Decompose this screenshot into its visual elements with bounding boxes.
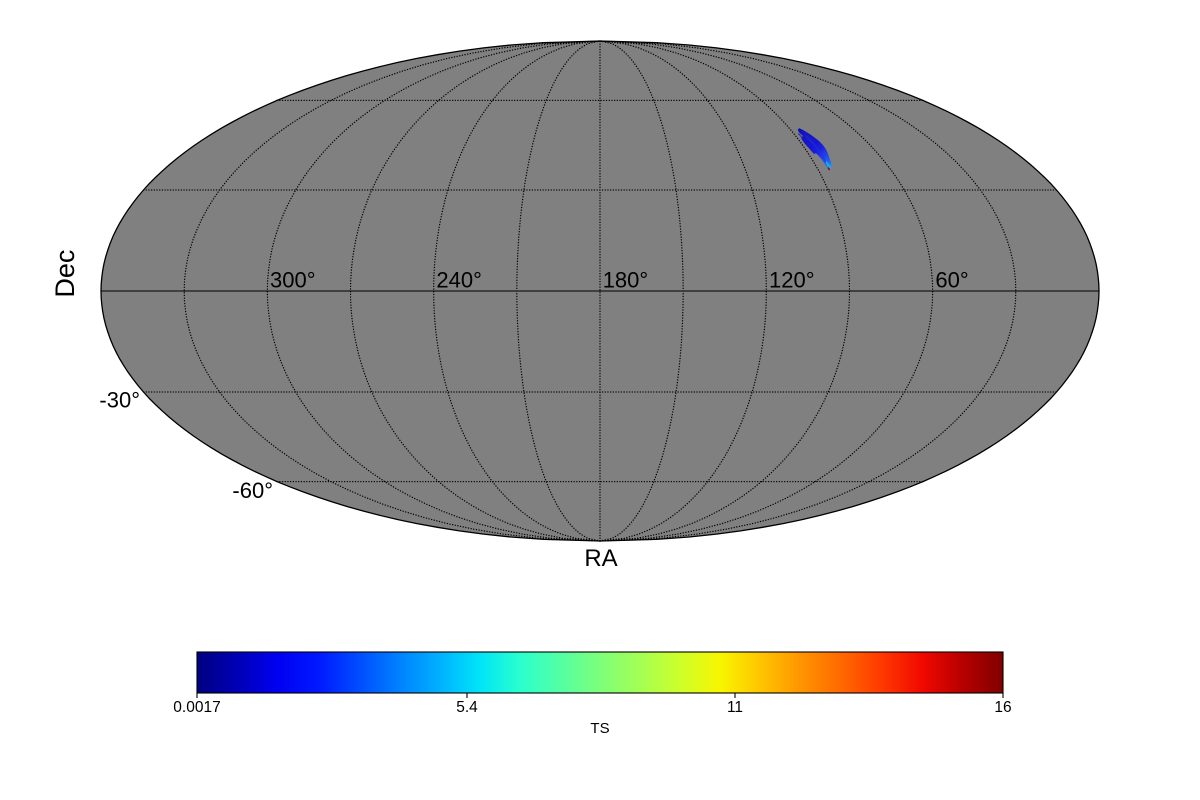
svg-text:0.0017: 0.0017 bbox=[173, 699, 220, 716]
svg-text:60°: 60° bbox=[935, 267, 968, 292]
svg-text:Dec: Dec bbox=[50, 250, 80, 298]
svg-text:-30°: -30° bbox=[99, 388, 140, 413]
svg-text:300°: 300° bbox=[270, 267, 316, 292]
svg-text:11: 11 bbox=[727, 699, 743, 716]
svg-text:120°: 120° bbox=[769, 267, 815, 292]
svg-text:-60°: -60° bbox=[232, 478, 273, 503]
svg-text:16: 16 bbox=[994, 699, 1011, 716]
svg-text:180°: 180° bbox=[603, 267, 649, 292]
svg-text:5.4: 5.4 bbox=[456, 699, 478, 716]
svg-text:RA: RA bbox=[584, 545, 617, 572]
svg-text:TS: TS bbox=[590, 720, 609, 737]
svg-text:240°: 240° bbox=[436, 267, 482, 292]
